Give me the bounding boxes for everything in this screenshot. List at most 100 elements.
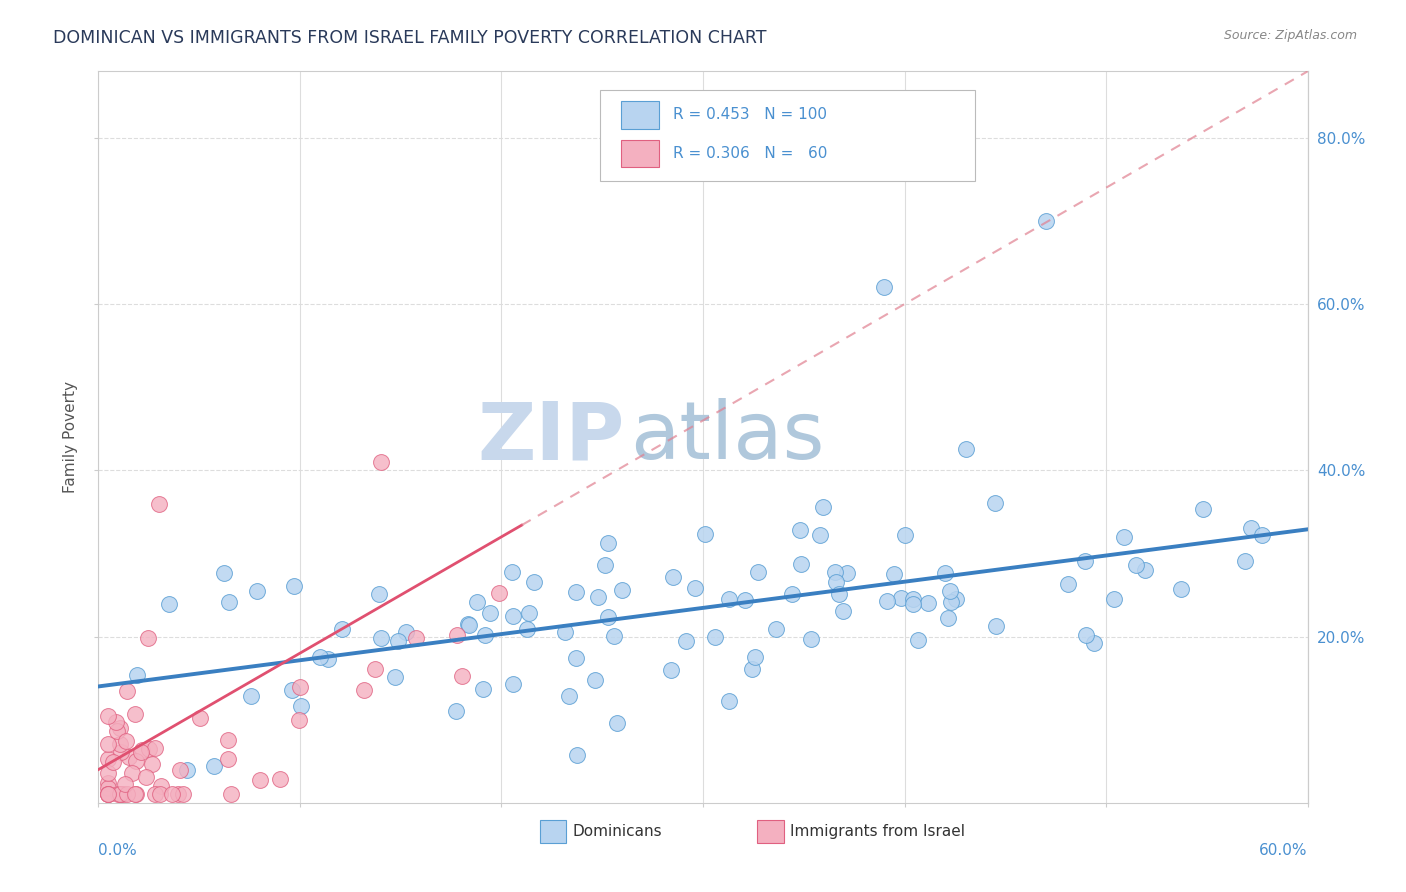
Point [112, 788, 135, 802]
Point [828, 587, 851, 601]
Point [288, 713, 311, 727]
Point [457, 618, 479, 632]
Point [124, 706, 146, 721]
Text: R = 0.306   N =   60: R = 0.306 N = 60 [672, 146, 827, 161]
Point [565, 585, 588, 599]
Point [309, 650, 332, 665]
Point [693, 527, 716, 541]
Point [662, 570, 685, 584]
Point [683, 581, 706, 595]
Point [502, 677, 524, 691]
Point [353, 683, 375, 698]
Text: Dominicans: Dominicans [572, 824, 662, 838]
Point [734, 593, 756, 607]
Point [97, 766, 120, 780]
Point [876, 594, 898, 608]
Point [217, 752, 239, 766]
Point [217, 733, 239, 747]
Point [516, 622, 538, 636]
Point [554, 625, 576, 640]
Point [384, 670, 406, 684]
Point [221, 788, 243, 802]
Point [983, 496, 1005, 510]
Point [596, 610, 619, 624]
Point [789, 523, 811, 537]
Point [598, 536, 620, 550]
Point [901, 597, 924, 611]
Point [290, 680, 312, 694]
Point [747, 565, 769, 579]
Point [1234, 554, 1257, 568]
Point [1083, 636, 1105, 650]
Point [938, 611, 960, 625]
Point [97, 737, 120, 751]
Point [166, 788, 188, 802]
Point [330, 622, 353, 636]
Point [363, 662, 385, 676]
Text: DOMINICAN VS IMMIGRANTS FROM ISRAEL FAMILY POVERTY CORRELATION CHART: DOMINICAN VS IMMIGRANTS FROM ISRAEL FAMI… [53, 29, 766, 46]
Point [149, 788, 172, 802]
Point [945, 592, 967, 607]
Point [593, 558, 616, 572]
Text: 60.0%: 60.0% [1260, 843, 1308, 858]
Point [114, 777, 136, 791]
Point [188, 711, 211, 725]
Point [172, 788, 194, 802]
Point [118, 750, 141, 764]
Point [97, 709, 120, 723]
Point [138, 632, 160, 646]
Point [894, 528, 917, 542]
Text: 0.0%: 0.0% [98, 843, 138, 858]
Point [606, 716, 628, 731]
Point [138, 742, 160, 756]
Text: atlas: atlas [630, 398, 825, 476]
Point [907, 632, 929, 647]
Point [583, 673, 606, 687]
Point [1076, 627, 1098, 641]
Point [488, 586, 510, 600]
Point [246, 584, 269, 599]
Point [890, 591, 912, 605]
Text: Immigrants from Israel: Immigrants from Israel [790, 824, 965, 838]
Point [115, 734, 138, 748]
Point [474, 628, 496, 642]
Point [157, 598, 180, 612]
Point [107, 788, 129, 802]
Point [269, 772, 291, 786]
Point [97, 788, 120, 802]
Point [659, 663, 682, 677]
Point [837, 566, 859, 580]
Point [135, 770, 157, 784]
Point [718, 592, 741, 607]
Point [883, 566, 905, 581]
Point [1125, 558, 1147, 573]
Text: Source: ZipAtlas.com: Source: ZipAtlas.com [1223, 29, 1357, 42]
Point [558, 690, 581, 704]
Point [117, 684, 139, 698]
Point [810, 528, 832, 542]
Point [741, 662, 763, 676]
Point [370, 455, 392, 469]
Point [108, 788, 131, 802]
Point [1056, 577, 1078, 591]
Point [97, 788, 120, 802]
Point [765, 622, 787, 636]
Point [316, 652, 339, 666]
Point [283, 579, 305, 593]
Point [202, 758, 225, 772]
Point [290, 699, 312, 714]
Bar [540, 820, 567, 843]
Point [141, 756, 163, 771]
Point [218, 594, 240, 608]
Point [240, 689, 263, 703]
Point [501, 565, 523, 579]
Point [675, 634, 697, 648]
Point [984, 619, 1007, 633]
Point [873, 280, 896, 294]
Text: ZIP: ZIP [477, 398, 624, 476]
Point [565, 650, 588, 665]
Point [148, 497, 170, 511]
Point [281, 682, 304, 697]
Point [955, 442, 977, 457]
Point [368, 587, 391, 601]
